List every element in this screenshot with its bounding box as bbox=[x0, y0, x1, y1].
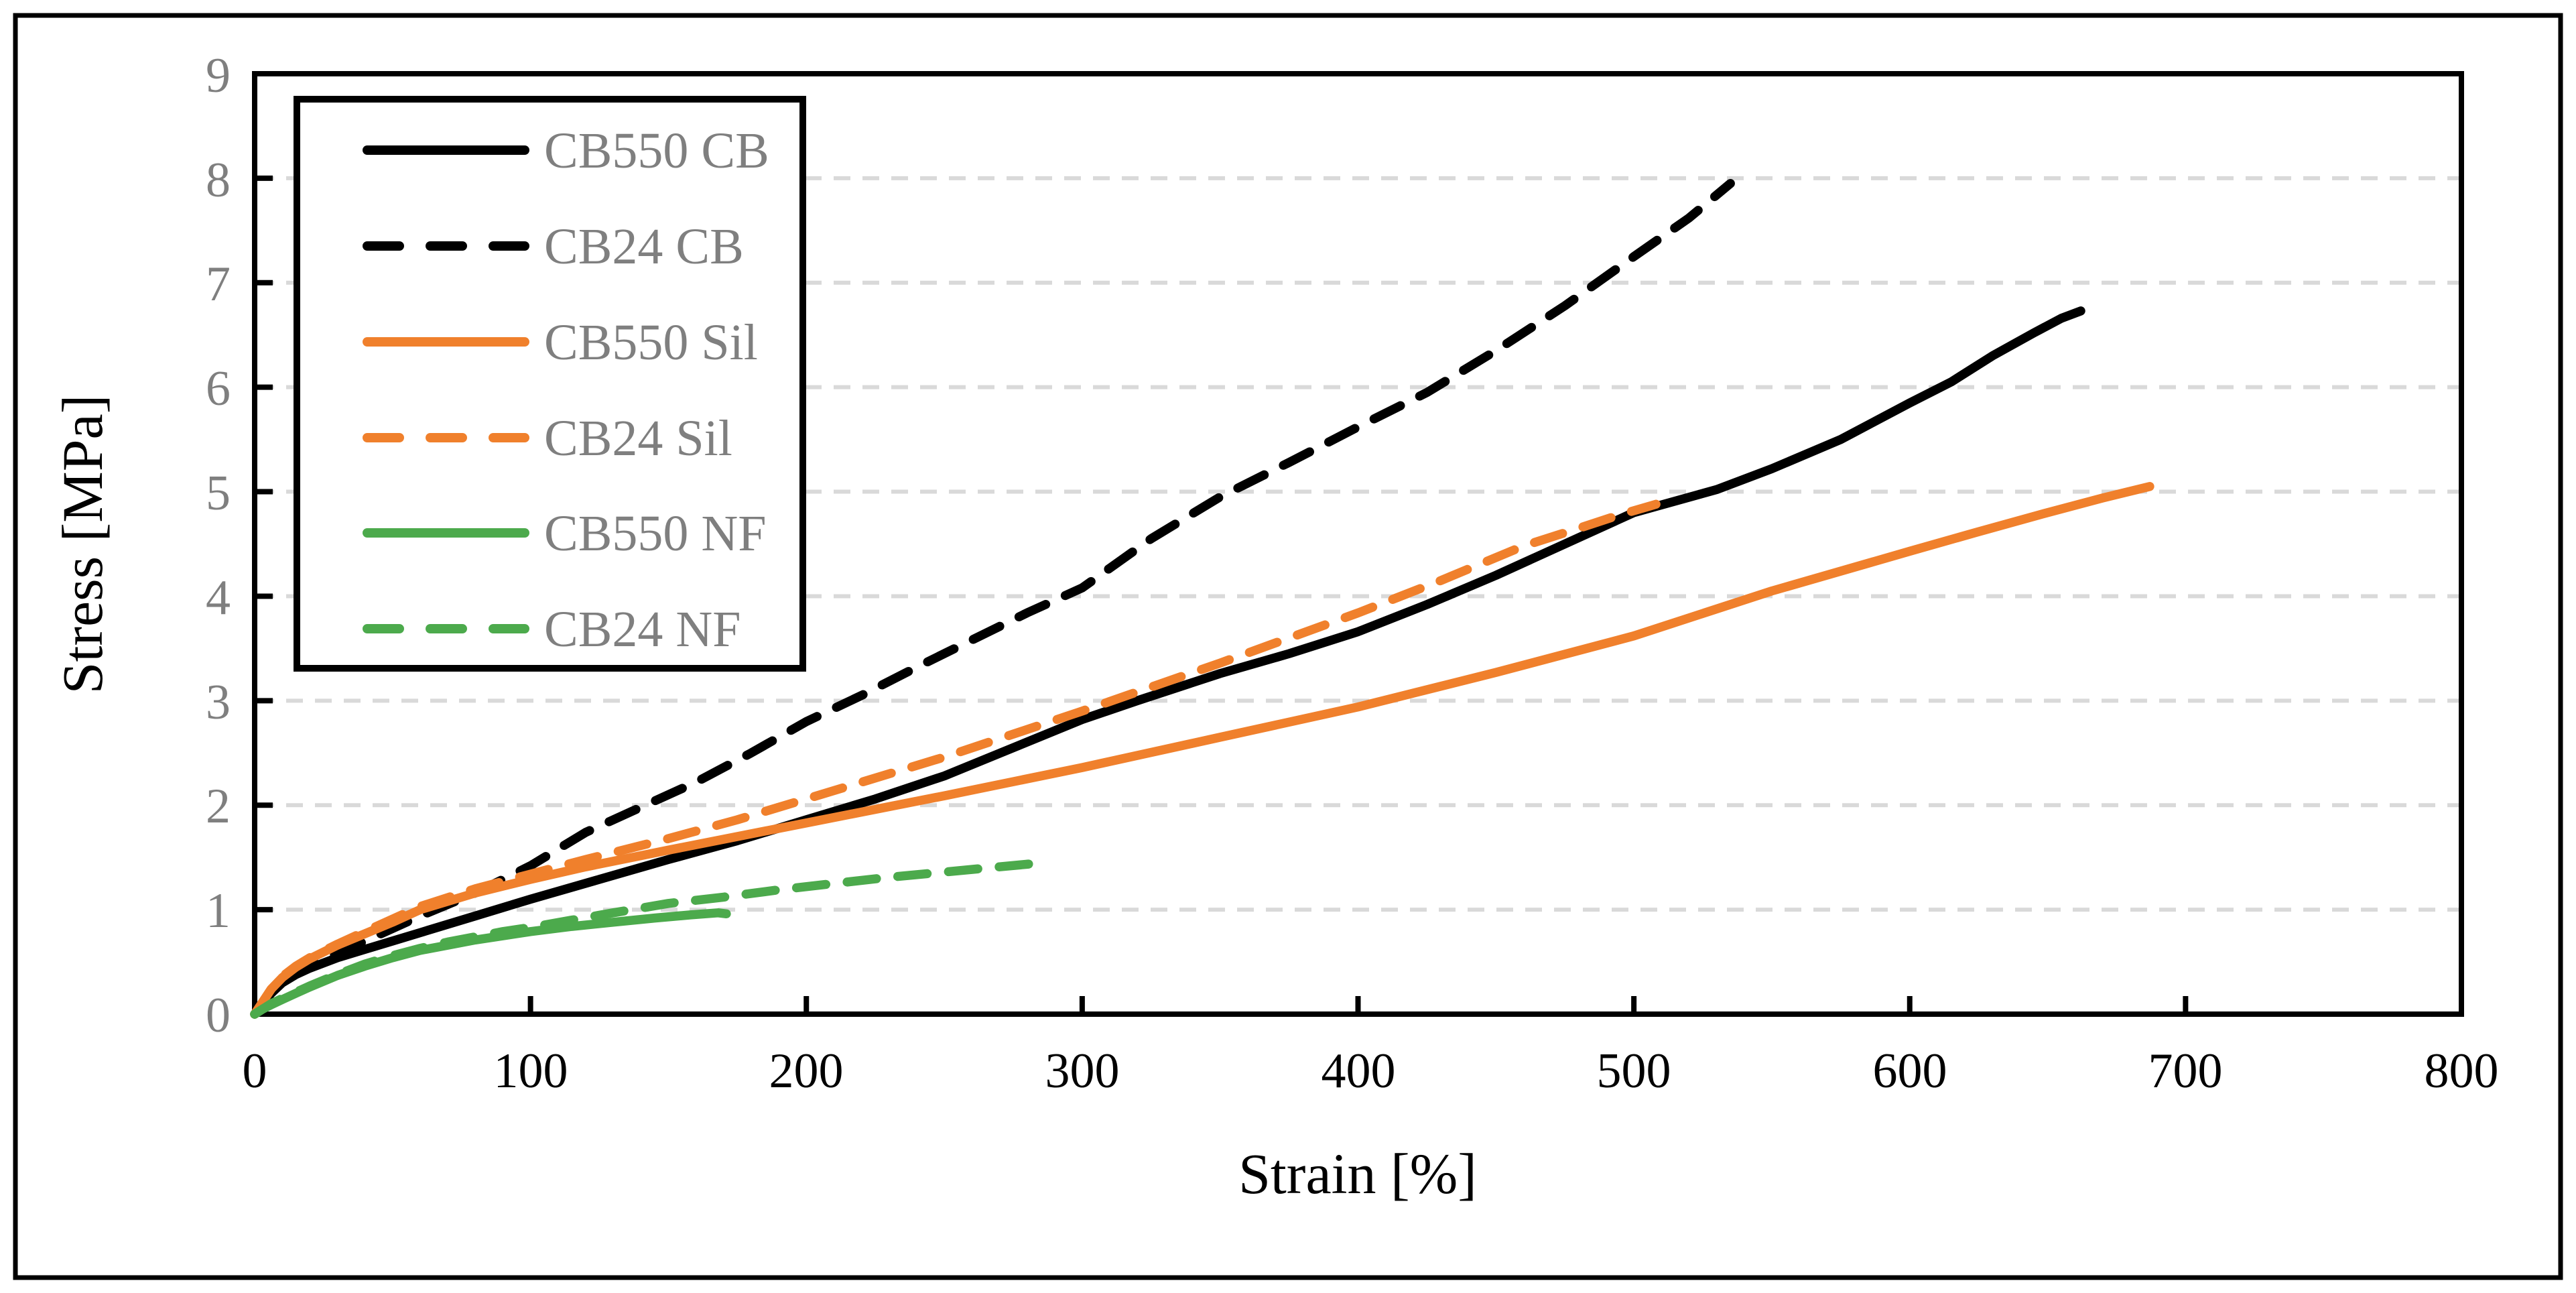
ytick-6: 6 bbox=[206, 361, 231, 416]
xtick-300: 300 bbox=[1045, 1044, 1120, 1099]
legend-item-cb24-cb: CB24 CB bbox=[363, 219, 744, 275]
xtick-0: 0 bbox=[243, 1044, 267, 1099]
axis-ticks bbox=[255, 175, 2189, 1014]
legend: CB550 CB CB24 CB CB550 Sil CB24 Sil CB55… bbox=[294, 96, 806, 672]
gridlines bbox=[257, 176, 2459, 912]
xtick-200: 200 bbox=[769, 1044, 844, 1099]
legend-item-cb550-nf: CB550 NF bbox=[363, 505, 767, 562]
xtick-100: 100 bbox=[494, 1044, 568, 1099]
xtick-700: 700 bbox=[2148, 1044, 2223, 1099]
ytick-3: 3 bbox=[206, 675, 231, 730]
legend-item-cb550-cb: CB550 CB bbox=[363, 123, 769, 179]
ytick-7: 7 bbox=[206, 257, 231, 312]
data-curves bbox=[250, 178, 2154, 1019]
ytick-5: 5 bbox=[206, 466, 231, 521]
xtick-600: 600 bbox=[1873, 1044, 1947, 1099]
x-axis-tick-labels: 0 100 200 300 400 500 600 700 800 bbox=[243, 1044, 2499, 1099]
xtick-800: 800 bbox=[2425, 1044, 2499, 1099]
ytick-2: 2 bbox=[206, 779, 231, 834]
legend-item-cb24-nf: CB24 NF bbox=[363, 601, 741, 658]
legend-item-cb550-sil: CB550 Sil bbox=[363, 314, 758, 371]
figure-border bbox=[13, 13, 2563, 1280]
y-axis-title: Stress [MPa] bbox=[50, 395, 115, 694]
legend-box bbox=[294, 96, 806, 672]
ytick-9: 9 bbox=[206, 48, 231, 103]
ytick-8: 8 bbox=[206, 153, 231, 208]
curve-cb24-sil bbox=[250, 499, 1661, 1019]
ytick-0: 0 bbox=[206, 988, 231, 1043]
ytick-1: 1 bbox=[206, 883, 231, 938]
legend-label-cb550-nf: CB550 NF bbox=[544, 505, 767, 562]
curve-cb24-nf bbox=[250, 858, 1048, 1019]
x-axis-title: Strain [%] bbox=[1238, 1142, 1477, 1206]
ytick-4: 4 bbox=[206, 570, 231, 625]
legend-label-cb550-cb: CB550 CB bbox=[544, 123, 769, 179]
legend-label-cb24-cb: CB24 CB bbox=[544, 219, 744, 275]
xtick-400: 400 bbox=[1322, 1044, 1396, 1099]
y-axis-tick-labels: 0 1 2 3 4 5 6 7 8 9 bbox=[206, 48, 231, 1043]
xtick-500: 500 bbox=[1597, 1044, 1671, 1099]
curve-cb24-cb bbox=[250, 178, 1735, 1019]
legend-label-cb24-sil: CB24 Sil bbox=[544, 410, 732, 467]
legend-label-cb550-sil: CB550 Sil bbox=[544, 314, 758, 371]
legend-item-cb24-sil: CB24 Sil bbox=[363, 410, 732, 467]
legend-label-cb24-nf: CB24 NF bbox=[544, 601, 741, 658]
